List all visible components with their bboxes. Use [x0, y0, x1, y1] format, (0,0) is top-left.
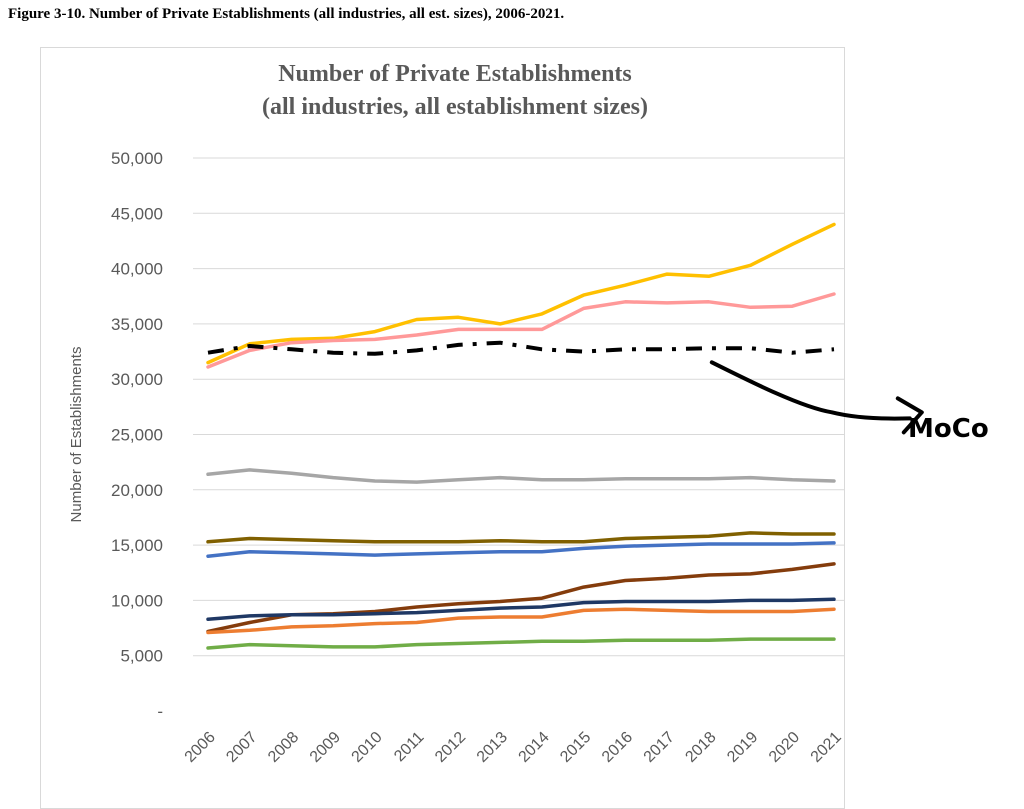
x-tick-label: 2013	[474, 729, 511, 766]
chart-title-line-1: Number of Private Establishments	[278, 61, 632, 87]
series-line-10	[206, 637, 836, 650]
x-tick-label: 2007	[223, 729, 260, 766]
series-line-7	[206, 562, 836, 634]
series-line-3	[207, 340, 835, 356]
x-tick-label: 2009	[307, 729, 344, 766]
chart-frame: Number of Private Establishments (all in…	[40, 47, 845, 809]
x-tick-label: 2011	[391, 729, 427, 765]
y-tick-label: 20,000	[111, 481, 163, 500]
y-tick-label: 30,000	[111, 370, 163, 389]
x-tick-label: 2008	[265, 729, 302, 766]
x-tick-label: 2014	[516, 729, 553, 766]
y-tick-label: 45,000	[111, 204, 163, 223]
y-axis-ticks: - 5,000 10,000 15,000 20,000 25,000 30,000 35,0…	[111, 149, 163, 721]
series-line-8	[206, 597, 836, 621]
series-line-9	[206, 607, 836, 635]
x-tick-label: 2015	[557, 729, 594, 766]
annotation-label: MoCo	[908, 414, 989, 444]
y-tick-label: -	[157, 702, 163, 721]
y-axis-label: Number of Establishments	[68, 347, 85, 523]
y-tick-label: 10,000	[111, 591, 163, 610]
x-tick-label: 2018	[682, 729, 719, 766]
y-tick-label: 25,000	[111, 426, 163, 445]
x-tick-label: 2020	[766, 729, 803, 766]
figure-caption: Figure 3-10. Number of Private Establish…	[8, 6, 565, 22]
series-line-6	[206, 541, 836, 558]
y-tick-label: 35,000	[111, 315, 163, 334]
x-tick-label: 2006	[182, 729, 219, 766]
x-tick-label: 2010	[349, 729, 386, 766]
chart-title-line-2: (all industries, all establishment sizes…	[262, 94, 648, 120]
y-tick-label: 15,000	[111, 536, 163, 555]
x-tick-label: 2016	[599, 729, 636, 766]
x-axis-ticks: 2006 2007 2008 2009 2010 2011 2012 2013 2014 2015…	[182, 729, 844, 766]
gridlines	[193, 157, 844, 657]
series-line-5	[206, 531, 836, 544]
y-tick-label: 50,000	[111, 149, 163, 168]
y-tick-label: 5,000	[120, 647, 163, 666]
x-tick-label: 2017	[641, 729, 678, 766]
x-tick-label: 2021	[808, 729, 844, 766]
series-lines	[206, 222, 836, 650]
series-line-4	[206, 468, 836, 484]
x-tick-label: 2019	[724, 729, 761, 766]
line-chart: Number of Private Establishments (all in…	[68, 61, 844, 766]
x-tick-label: 2012	[432, 729, 469, 766]
series-line-1	[206, 222, 836, 365]
y-tick-label: 40,000	[111, 260, 163, 279]
series-line-2	[206, 292, 836, 369]
